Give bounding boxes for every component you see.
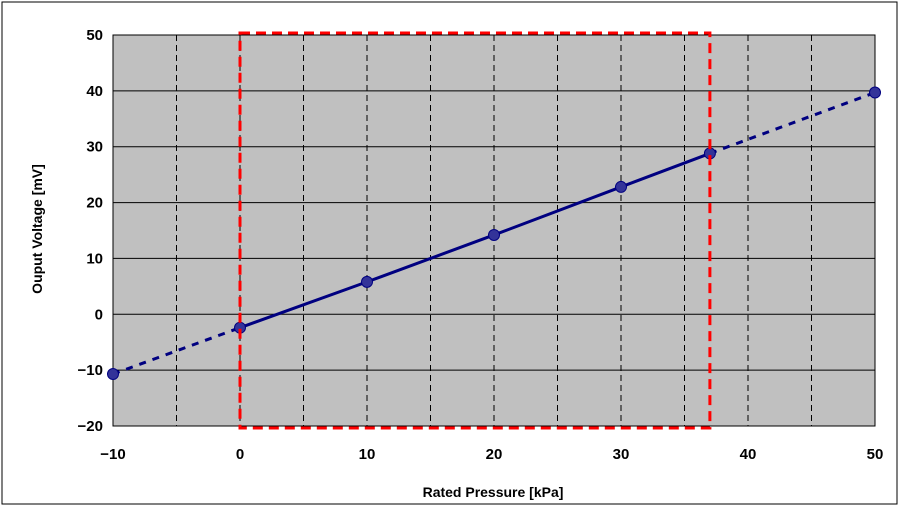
x-tick-label: 50 (867, 446, 884, 463)
x-tick-label: 0 (236, 446, 244, 463)
y-tick-label: 40 (86, 83, 103, 100)
data-point (869, 86, 881, 99)
x-tick-label: 40 (740, 446, 757, 463)
data-point (107, 368, 119, 381)
data-point (488, 228, 500, 241)
y-tick-label: 20 (86, 195, 103, 212)
y-tick-label: 0 (95, 306, 103, 323)
series-line-dashed-low (112, 326, 241, 376)
x-tick-label: −10 (100, 446, 125, 463)
x-tick-label: 10 (359, 446, 376, 463)
series-line-dashed-high (709, 91, 876, 155)
y-tick-label: 50 (86, 27, 103, 44)
data-point (615, 180, 627, 193)
y-tick-label: −20 (78, 418, 103, 435)
data-point (361, 275, 373, 288)
y-tick-label: 10 (86, 250, 103, 267)
y-tick-label: −10 (78, 362, 103, 379)
x-axis-label: Rated Pressure [kPa] (423, 484, 564, 500)
x-tick-label: 30 (613, 446, 630, 463)
y-tick-label: 30 (86, 139, 103, 156)
x-tick-label: 20 (486, 446, 503, 463)
y-axis-label: Ouput Voltage [mV] (29, 164, 45, 294)
